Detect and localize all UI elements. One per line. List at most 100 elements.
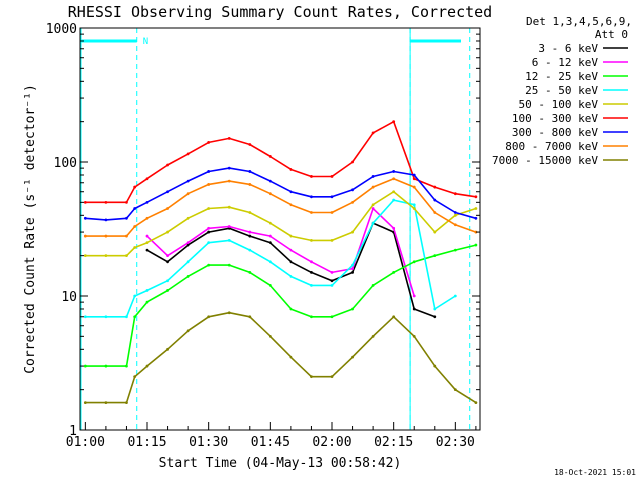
data-point	[207, 315, 211, 319]
data-point	[351, 160, 354, 164]
data-point	[371, 131, 375, 135]
data-point	[125, 216, 128, 220]
data-point	[166, 190, 169, 194]
data-point	[104, 218, 108, 222]
y-tick-label: 1	[69, 424, 77, 439]
data-point	[412, 294, 416, 298]
data-point	[392, 315, 396, 319]
data-point	[412, 177, 416, 181]
data-point	[433, 315, 437, 319]
data-point	[392, 170, 396, 173]
legend-entry: 100 - 300 keV	[512, 112, 598, 125]
data-point	[248, 248, 252, 252]
data-point	[125, 401, 128, 405]
data-point	[268, 155, 272, 158]
data-point	[133, 185, 137, 189]
data-point	[104, 254, 108, 258]
data-point	[166, 347, 169, 351]
x-tick-label: 02:15	[374, 435, 413, 450]
data-point	[227, 263, 231, 267]
data-point	[125, 364, 128, 368]
data-point	[351, 271, 354, 274]
data-point	[268, 283, 272, 287]
data-point	[392, 271, 396, 274]
data-point	[289, 260, 293, 264]
data-point	[330, 195, 334, 199]
data-point	[289, 168, 293, 171]
data-point	[145, 289, 149, 292]
data-point	[392, 226, 396, 230]
y-tick-label: 100	[54, 156, 77, 171]
data-point	[207, 226, 211, 230]
data-point	[207, 170, 211, 173]
series-line-1	[146, 207, 415, 297]
data-point	[310, 260, 313, 264]
data-point	[104, 200, 108, 204]
data-point	[145, 248, 149, 252]
data-point	[166, 207, 169, 210]
data-point	[248, 170, 252, 173]
legend-entry: 3 - 6 keV	[538, 42, 598, 55]
plot-frame	[79, 27, 481, 431]
data-point	[310, 375, 313, 379]
data-point	[392, 120, 396, 124]
data-point	[83, 315, 87, 319]
data-point	[104, 401, 108, 405]
night-label: N	[143, 37, 148, 47]
data-point	[227, 205, 231, 209]
chart-title: RHESSI Observing Summary Count Rates, Co…	[68, 3, 492, 21]
data-point	[268, 234, 272, 238]
data-point	[310, 175, 313, 178]
data-point	[330, 283, 334, 287]
data-point	[83, 200, 87, 204]
data-point	[330, 211, 334, 214]
data-point	[412, 334, 416, 338]
data-point	[268, 179, 272, 183]
data-point	[186, 241, 190, 245]
data-point	[248, 271, 252, 274]
data-point	[289, 190, 293, 194]
series-line-2	[85, 244, 477, 367]
data-point	[186, 192, 190, 196]
data-point	[83, 364, 87, 368]
data-point	[186, 275, 190, 278]
data-point	[166, 289, 169, 292]
data-point	[371, 175, 375, 178]
data-point	[186, 152, 190, 156]
data-point	[83, 216, 87, 220]
legend-entry: 25 - 50 keV	[525, 84, 598, 97]
x-tick-label: 01:15	[127, 435, 166, 450]
data-point	[289, 275, 293, 278]
data-point	[145, 216, 149, 220]
data-point	[248, 315, 252, 319]
data-point	[433, 185, 437, 189]
data-point	[310, 238, 313, 242]
data-point	[412, 173, 416, 177]
data-point	[310, 283, 313, 287]
legend-entry: 6 - 12 keV	[532, 56, 599, 69]
data-point	[207, 230, 211, 234]
data-point	[186, 243, 190, 247]
legend-entry: 300 - 800 keV	[512, 126, 598, 139]
data-point	[371, 283, 375, 287]
data-point	[351, 267, 354, 271]
data-point	[330, 279, 334, 283]
data-point	[83, 401, 87, 405]
legend-entry: 50 - 100 keV	[519, 98, 599, 111]
data-point	[310, 315, 313, 319]
data-point	[186, 216, 190, 220]
data-point	[186, 329, 190, 333]
data-point	[392, 198, 396, 202]
data-point	[453, 213, 457, 217]
data-point	[330, 238, 334, 242]
data-point	[125, 315, 128, 319]
data-point	[330, 375, 334, 379]
data-point	[371, 203, 375, 207]
data-point	[453, 223, 457, 227]
y-tick-label: 10	[61, 290, 77, 305]
data-point	[268, 221, 272, 225]
data-point	[248, 230, 252, 234]
data-point	[145, 300, 149, 304]
series-line-7	[85, 177, 477, 237]
data-point	[351, 188, 354, 192]
